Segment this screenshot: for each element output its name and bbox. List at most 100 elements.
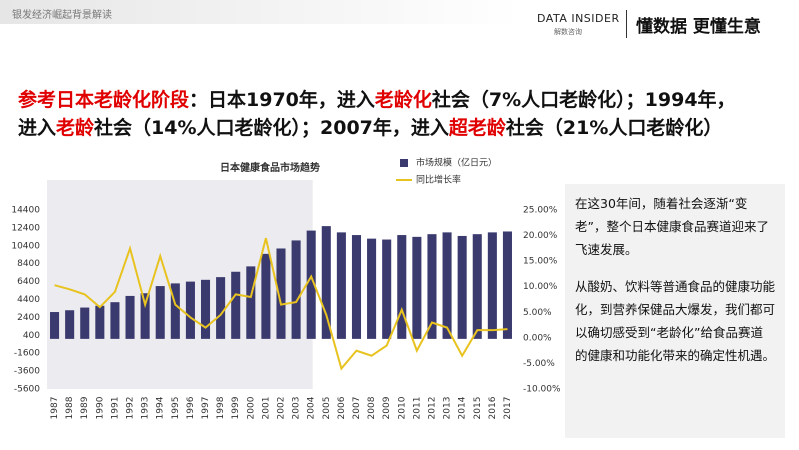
heading-segment: 老龄: [56, 117, 95, 139]
bar: [291, 240, 301, 339]
y-tick-label: 10400: [11, 241, 40, 251]
legend-label: 市场规模（亿日元）: [416, 157, 497, 169]
bar: [367, 238, 377, 339]
x-tick-label: 1988: [65, 396, 75, 419]
x-tick-label: 1992: [126, 397, 136, 420]
legend-label: 同比增长率: [416, 174, 461, 186]
x-tick-label: 2002: [277, 397, 287, 420]
x-tick-label: 2004: [307, 396, 317, 419]
bar: [185, 281, 195, 339]
x-tick-label: 1991: [110, 397, 120, 420]
x-tick-label: 1999: [231, 396, 241, 419]
heading-segment: 超老龄: [448, 117, 506, 139]
y-tick-label: 4400: [17, 295, 40, 305]
y2-tick-label: 20.00%: [523, 231, 558, 241]
chart: 日本健康食品市场趋势 -5600 -3600 -1600 400 2400 4400 640…: [11, 157, 560, 420]
bar: [125, 295, 135, 339]
x-tick-label: 1997: [201, 397, 211, 420]
x-tick-label: 1996: [186, 396, 196, 419]
x-tick-label: 1993: [141, 397, 151, 420]
x-tick-label: 2014: [458, 396, 468, 419]
note-paragraph: 在这30年间，随着社会逐渐“变老”，整个日本健康食品赛道迎来了飞速发展。: [575, 196, 769, 257]
bar: [170, 283, 180, 339]
logo: DATA INSIDER: [537, 12, 620, 25]
bar: [216, 277, 226, 339]
bar: [155, 286, 165, 339]
bar: [382, 239, 392, 339]
bar: [442, 232, 452, 339]
bar: [261, 253, 271, 339]
x-tick-label: 1998: [216, 396, 226, 419]
heading-segment: 社会（21%人口老龄化）: [505, 117, 723, 139]
bar: [397, 235, 407, 339]
slogan: 懂数据 更懂生意: [636, 17, 761, 37]
x-tick-label: 1995: [171, 397, 181, 420]
x-tick-label: 2016: [488, 396, 498, 419]
bar: [457, 235, 467, 339]
y-tick-label: 2400: [17, 313, 40, 323]
x-tick-label: 2010: [397, 396, 407, 419]
x-tick-label: 2005: [322, 397, 332, 420]
x-tick-label: 2001: [261, 397, 271, 420]
bar: [306, 230, 316, 339]
x-tick-label: 2007: [352, 397, 362, 420]
bar: [427, 234, 437, 339]
heading-segment: 老龄化: [374, 89, 432, 111]
top-bar: [0, 0, 520, 24]
note-box: 在这30年间，随着社会逐渐“变老”，整个日本健康食品赛道迎来了飞速发展。从酸奶、…: [565, 184, 785, 438]
y2-tick-label: 0.00%: [523, 333, 552, 343]
bar: [487, 232, 497, 339]
y-tick-label: 12400: [11, 223, 40, 233]
x-tick-label: 2008: [367, 396, 377, 419]
y-tick-label: -5600: [14, 385, 40, 395]
bar: [65, 310, 75, 339]
x-tick-label: 2012: [427, 397, 437, 420]
bar: [80, 307, 90, 339]
y-tick-label: 14400: [11, 206, 40, 216]
chart-title: 日本健康食品市场趋势: [220, 161, 320, 174]
y-tick-label: -3600: [14, 367, 40, 377]
x-tick-label: 2003: [292, 397, 302, 420]
bar: [336, 232, 346, 339]
y-tick-label: 8400: [17, 259, 40, 269]
breadcrumb: 银发经济崛起背景解读: [12, 10, 112, 21]
x-tick-label: 2009: [382, 396, 392, 419]
bar: [472, 234, 482, 339]
x-tick-label: 1990: [95, 396, 105, 419]
bar: [110, 302, 120, 339]
y2-tick-label: 5.00%: [523, 308, 552, 318]
x-tick-label: 2017: [503, 397, 513, 420]
bar: [50, 312, 60, 339]
heading-segment: 进入: [18, 117, 57, 139]
x-tick-label: 2013: [443, 397, 453, 420]
y2-tick-label: 15.00%: [523, 257, 558, 267]
bar: [412, 236, 422, 339]
heading-segment: 社会（14%人口老龄化）；2007年，进入: [94, 117, 449, 139]
x-tick-label: 1987: [50, 397, 60, 420]
bar: [246, 266, 256, 339]
legend-swatch: [400, 159, 408, 167]
bar: [351, 235, 362, 339]
bar: [502, 231, 512, 339]
bar: [321, 226, 331, 339]
bar: [200, 279, 211, 339]
heading-line: 参考日本老龄化阶段：日本1970年，进入老龄化社会（7%人口老龄化）；1994年…: [18, 86, 736, 114]
line: [54, 237, 508, 371]
x-tick-label: 2006: [337, 396, 347, 419]
bar: [95, 305, 105, 339]
y2-tick-label: -5.00%: [523, 359, 555, 369]
y-tick-label: 400: [23, 331, 40, 341]
heading: 参考日本老龄化阶段：日本1970年，进入老龄化社会（7%人口老龄化）；1994年…: [18, 86, 736, 142]
y2-tick-label: 10.00%: [523, 282, 558, 292]
bar: [231, 271, 241, 339]
bar: [276, 248, 286, 339]
x-tick-label: 2015: [473, 397, 483, 420]
heading-line: 进入老龄社会（14%人口老龄化）；2007年，进入超老龄社会（21%人口老龄化）: [18, 114, 736, 142]
note-paragraph: 从酸奶、饮料等普通食品的健康功能化，到营养保健品大爆发，我们都可以确切感受到“老…: [575, 279, 776, 363]
heading-segment: ：日本1970年，进入: [189, 89, 375, 111]
x-tick-label: 2011: [412, 397, 422, 420]
x-tick-label: 1989: [80, 396, 90, 419]
y2-tick-label: 25.00%: [523, 206, 558, 216]
heading-segment: 参考日本老龄化阶段: [18, 89, 190, 111]
